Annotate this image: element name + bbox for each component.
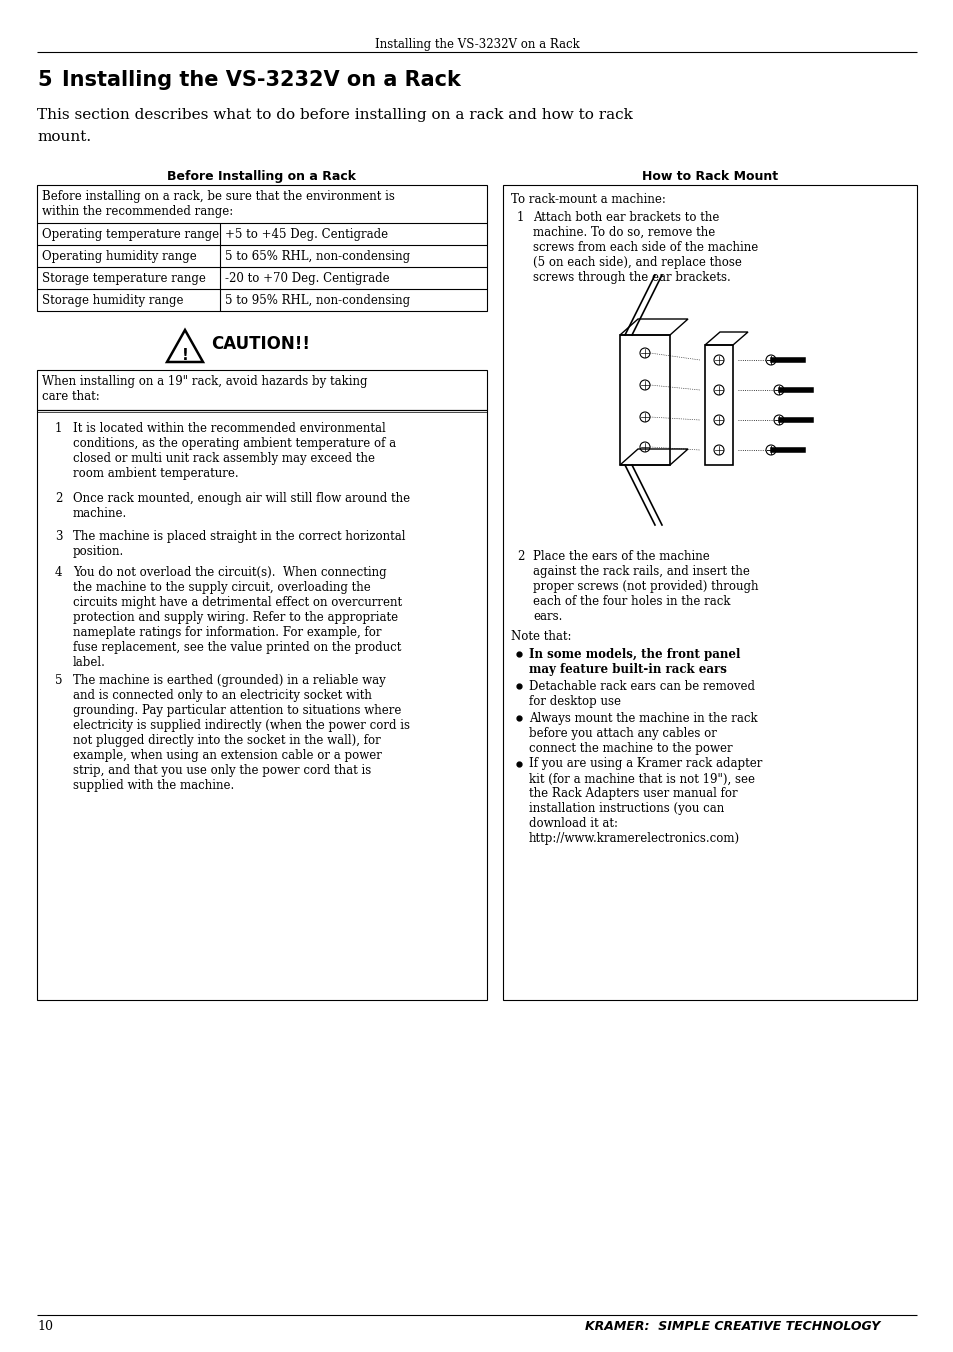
Text: 1: 1 <box>55 422 62 435</box>
Bar <box>502 185 916 1000</box>
Text: Before installing on a rack, be sure that the environment is
within the recommen: Before installing on a rack, be sure tha… <box>42 191 395 218</box>
Text: Once rack mounted, enough air will still flow around the
machine.: Once rack mounted, enough air will still… <box>73 492 410 521</box>
Text: 5 to 95% RHL, non-condensing: 5 to 95% RHL, non-condensing <box>225 293 410 307</box>
Text: 2: 2 <box>55 492 62 506</box>
Bar <box>37 410 486 1000</box>
Text: Before Installing on a Rack: Before Installing on a Rack <box>168 170 356 183</box>
Text: Storage temperature range: Storage temperature range <box>42 272 206 285</box>
Text: 5: 5 <box>37 70 51 91</box>
Bar <box>37 185 486 311</box>
Text: Detachable rack ears can be removed
for desktop use: Detachable rack ears can be removed for … <box>529 680 754 708</box>
Text: 3: 3 <box>55 530 63 544</box>
Text: KRAMER:  SIMPLE CREATIVE TECHNOLOGY: KRAMER: SIMPLE CREATIVE TECHNOLOGY <box>584 1320 879 1333</box>
Text: When installing on a 19" rack, avoid hazards by taking
care that:: When installing on a 19" rack, avoid haz… <box>42 375 367 403</box>
Text: Installing the VS-3232V on a Rack: Installing the VS-3232V on a Rack <box>375 38 578 51</box>
Text: CAUTION!!: CAUTION!! <box>211 335 310 353</box>
Text: 5 to 65% RHL, non-condensing: 5 to 65% RHL, non-condensing <box>225 250 410 264</box>
Text: 5: 5 <box>55 675 63 687</box>
Text: Always mount the machine in the rack
before you attach any cables or
connect the: Always mount the machine in the rack bef… <box>529 713 757 754</box>
Text: Attach both ear brackets to the
machine. To do so, remove the
screws from each s: Attach both ear brackets to the machine.… <box>533 211 758 284</box>
Text: !: ! <box>181 347 189 362</box>
Text: This section describes what to do before installing on a rack and how to rack: This section describes what to do before… <box>37 108 632 122</box>
Text: You do not overload the circuit(s).  When connecting
the machine to the supply c: You do not overload the circuit(s). When… <box>73 566 402 669</box>
Text: 4: 4 <box>55 566 63 579</box>
Text: Storage humidity range: Storage humidity range <box>42 293 183 307</box>
Text: It is located within the recommended environmental
conditions, as the operating : It is located within the recommended env… <box>73 422 395 480</box>
Text: Note that:: Note that: <box>511 630 571 644</box>
Text: 10: 10 <box>37 1320 53 1333</box>
Text: If you are using a Kramer rack adapter
kit (for a machine that is not 19"), see
: If you are using a Kramer rack adapter k… <box>529 757 761 845</box>
Text: 2: 2 <box>517 550 524 562</box>
Text: +5 to +45 Deg. Centigrade: +5 to +45 Deg. Centigrade <box>225 228 388 241</box>
Text: Place the ears of the machine
against the rack rails, and insert the
proper scre: Place the ears of the machine against th… <box>533 550 758 623</box>
Text: Installing the VS-3232V on a Rack: Installing the VS-3232V on a Rack <box>62 70 460 91</box>
Bar <box>37 370 486 410</box>
Text: How to Rack Mount: How to Rack Mount <box>641 170 778 183</box>
Text: To rack-mount a machine:: To rack-mount a machine: <box>511 193 665 206</box>
Text: The machine is earthed (grounded) in a reliable way
and is connected only to an : The machine is earthed (grounded) in a r… <box>73 675 410 792</box>
Text: mount.: mount. <box>37 130 91 145</box>
Text: -20 to +70 Deg. Centigrade: -20 to +70 Deg. Centigrade <box>225 272 389 285</box>
Text: Operating temperature range: Operating temperature range <box>42 228 219 241</box>
Text: The machine is placed straight in the correct horizontal
position.: The machine is placed straight in the co… <box>73 530 405 558</box>
Text: 1: 1 <box>517 211 524 224</box>
Text: Operating humidity range: Operating humidity range <box>42 250 196 264</box>
Text: In some models, the front panel
may feature built-in rack ears: In some models, the front panel may feat… <box>529 648 740 676</box>
